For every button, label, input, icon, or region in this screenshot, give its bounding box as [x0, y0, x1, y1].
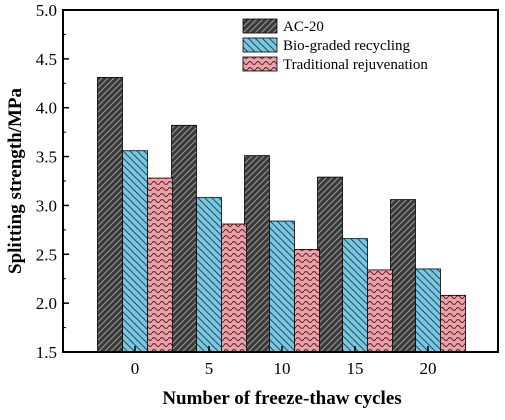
- bar-ac-20-20: [390, 199, 416, 353]
- y-tick-label: 1.5: [36, 343, 57, 362]
- bar-ac-20-5: [171, 124, 197, 353]
- y-tick-label: 3.5: [36, 148, 57, 167]
- legend-label: AC-20: [283, 19, 324, 35]
- legend-label: Traditional rejuvenation: [283, 57, 428, 73]
- legend: AC-20 Bio-graded recycling Traditional rej…: [242, 18, 428, 73]
- y-tick-label: 2.0: [36, 294, 57, 313]
- bar-bio-graded-recycling-15: [342, 238, 368, 353]
- bar-traditional-rejuvenation-15: [367, 269, 393, 353]
- bar-traditional-rejuvenation-10: [294, 248, 320, 353]
- y-tick-label: 3.0: [36, 196, 57, 215]
- x-tick-label: 15: [347, 359, 364, 378]
- legend-swatch: [242, 37, 278, 53]
- bar-ac-20-10: [244, 155, 270, 353]
- bar-bio-graded-recycling-0: [122, 150, 148, 353]
- bar-traditional-rejuvenation-20: [440, 294, 466, 353]
- x-axis-title: Number of freeze-thaw cycles: [162, 388, 401, 409]
- bar-bio-graded-recycling-10: [269, 220, 295, 353]
- x-tick-label: 20: [420, 359, 437, 378]
- bar-bio-graded-recycling-20: [415, 268, 441, 353]
- y-tick-label: 4.0: [36, 99, 57, 118]
- legend-swatch: [242, 56, 278, 72]
- y-axis: 1.5 2.0 2.5 3.0 3.5 4.0 4.5 5.0: [36, 1, 69, 362]
- y-tick-label: 4.5: [36, 50, 57, 69]
- y-axis-title: Splitting strength/MPa: [5, 88, 26, 274]
- legend-label: Bio-graded recycling: [283, 38, 411, 54]
- x-axis: 0 5 10 15 20: [131, 346, 437, 378]
- bar-ac-20-0: [97, 77, 123, 353]
- y-tick-label: 2.5: [36, 245, 57, 264]
- bar-bio-graded-recycling-5: [196, 197, 222, 353]
- bar-ac-20-15: [317, 176, 343, 353]
- bar-traditional-rejuvenation-5: [221, 223, 247, 353]
- x-tick-label: 0: [131, 359, 140, 378]
- legend-swatch: [242, 18, 278, 34]
- y-tick-label: 5.0: [36, 1, 57, 20]
- x-tick-label: 5: [205, 359, 214, 378]
- bars-group: [97, 77, 466, 353]
- bar-traditional-rejuvenation-0: [147, 177, 173, 353]
- x-tick-label: 10: [274, 359, 291, 378]
